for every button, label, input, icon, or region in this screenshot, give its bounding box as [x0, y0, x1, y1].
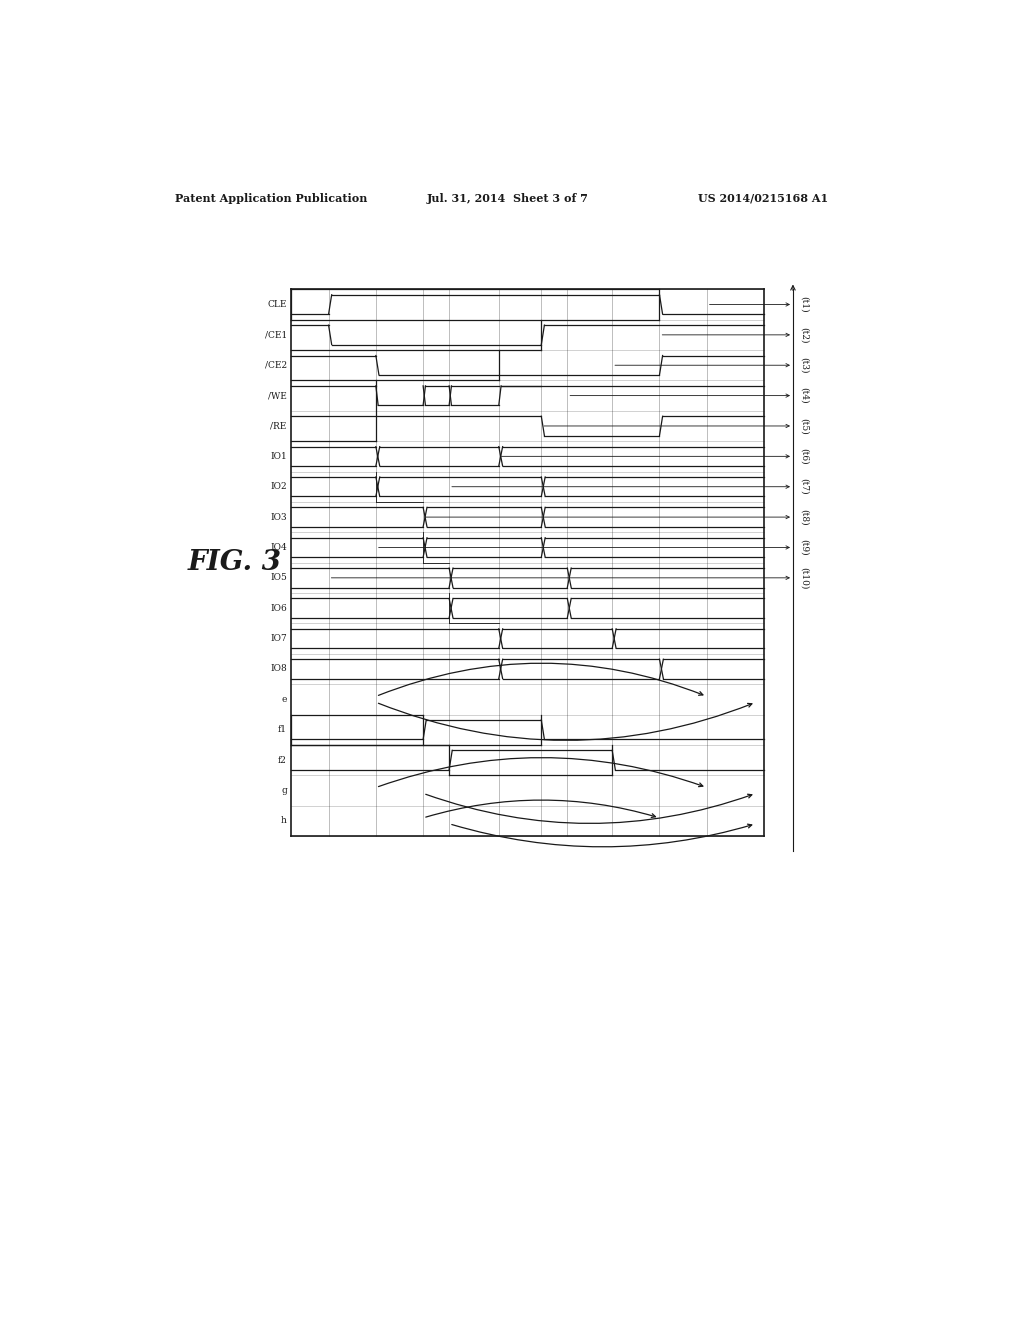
Text: (t8): (t8): [800, 508, 808, 525]
Text: /CE2: /CE2: [265, 360, 287, 370]
Text: e: e: [282, 694, 287, 704]
Text: (t7): (t7): [800, 478, 808, 495]
Text: IO8: IO8: [270, 664, 287, 673]
Text: US 2014/0215168 A1: US 2014/0215168 A1: [698, 193, 828, 205]
Text: f2: f2: [278, 755, 287, 764]
Text: h: h: [281, 816, 287, 825]
Text: CLE: CLE: [267, 300, 287, 309]
Text: /CE1: /CE1: [264, 330, 287, 339]
Text: IO7: IO7: [270, 634, 287, 643]
Text: (t4): (t4): [800, 387, 808, 404]
Text: (t5): (t5): [800, 417, 808, 434]
Text: FIG. 3: FIG. 3: [188, 549, 282, 576]
Text: f1: f1: [278, 725, 287, 734]
Text: (t6): (t6): [800, 447, 808, 465]
Text: Patent Application Publication: Patent Application Publication: [175, 193, 368, 205]
Text: (t3): (t3): [800, 356, 808, 374]
Text: g: g: [282, 785, 287, 795]
Text: IO4: IO4: [270, 543, 287, 552]
Text: (t10): (t10): [800, 566, 808, 589]
Text: IO6: IO6: [270, 603, 287, 612]
Text: (t1): (t1): [800, 296, 808, 313]
Text: /WE: /WE: [268, 391, 287, 400]
Text: (t2): (t2): [800, 326, 808, 343]
Text: IO5: IO5: [270, 573, 287, 582]
Text: IO2: IO2: [270, 482, 287, 491]
Text: IO3: IO3: [270, 512, 287, 521]
Text: (t9): (t9): [800, 539, 808, 556]
Text: IO1: IO1: [270, 451, 287, 461]
Text: /RE: /RE: [270, 421, 287, 430]
Text: Jul. 31, 2014  Sheet 3 of 7: Jul. 31, 2014 Sheet 3 of 7: [427, 193, 589, 205]
